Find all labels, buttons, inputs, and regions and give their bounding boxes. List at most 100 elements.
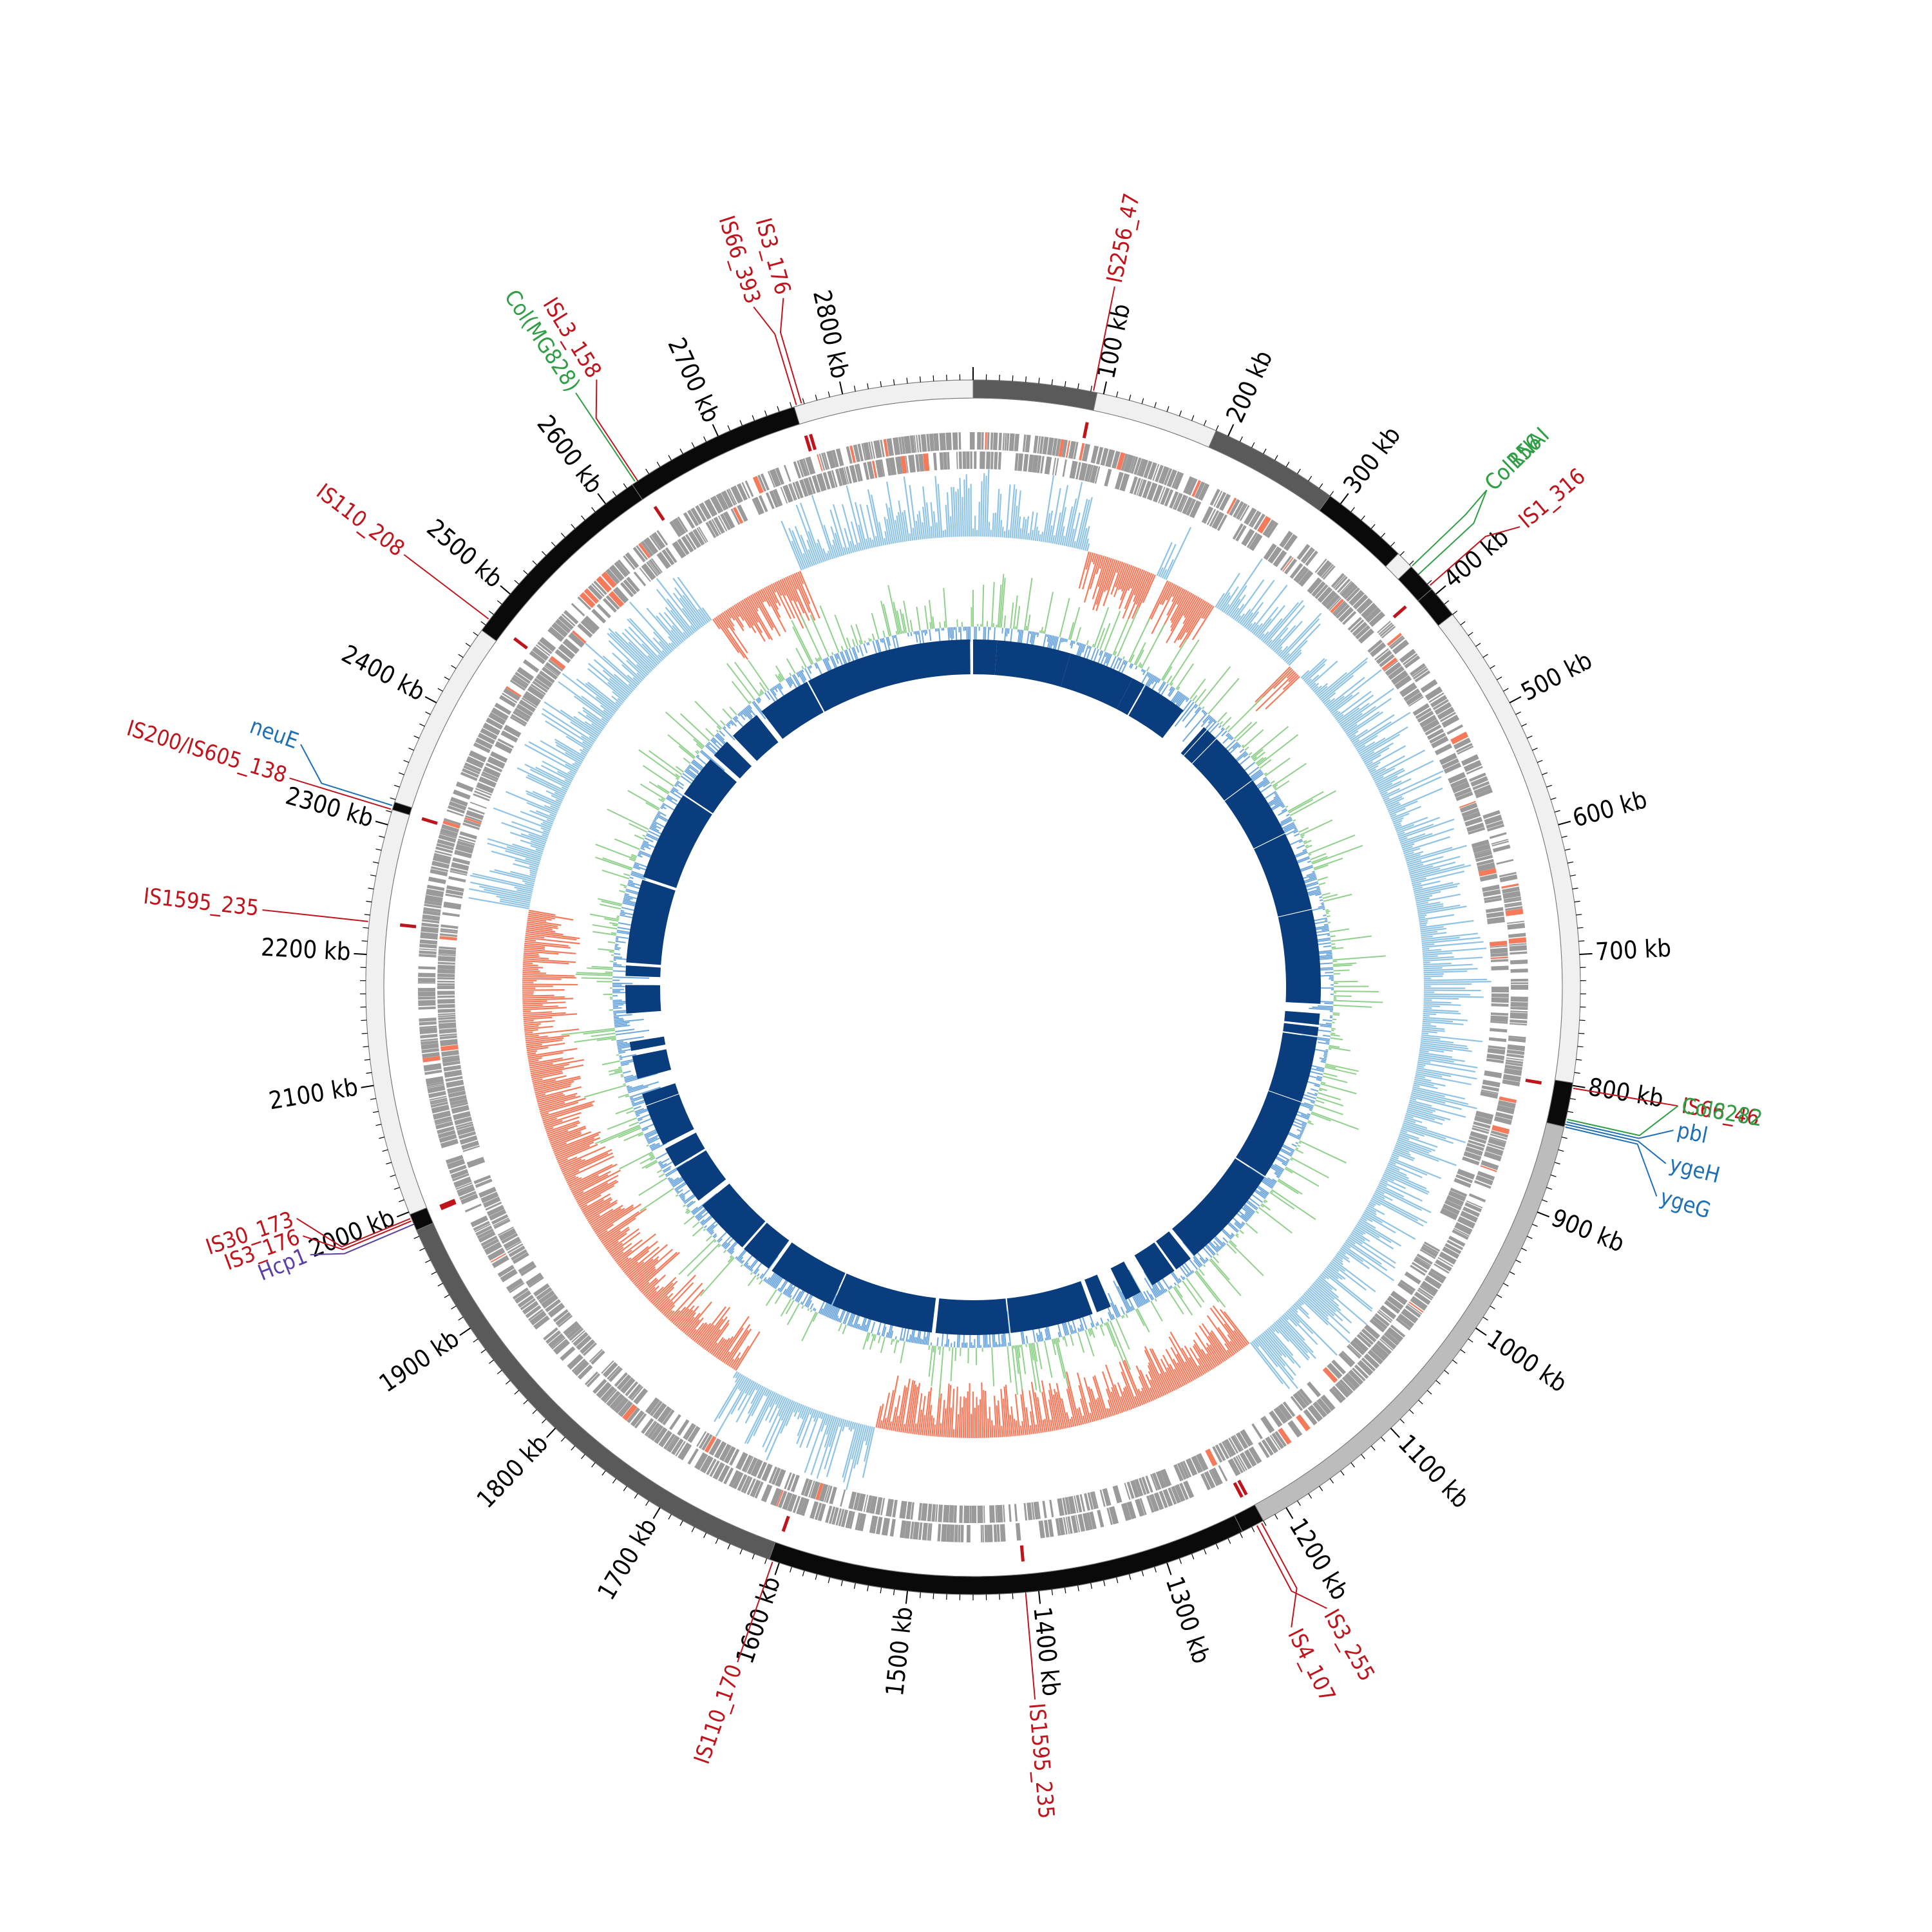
- cds-forward: [422, 1052, 440, 1058]
- cds-forward: [520, 1298, 536, 1311]
- cds-forward: [614, 561, 629, 578]
- gc-skew-bar: [703, 1228, 706, 1231]
- cds-forward: [862, 442, 871, 460]
- gc-skew-bar: [650, 1157, 656, 1161]
- gc-skew-bar: [924, 1336, 927, 1345]
- gc-content-bar: [1076, 1372, 1092, 1423]
- gc-content-bar: [550, 805, 560, 811]
- gc-content-bar: [537, 1092, 578, 1105]
- gc-content-bar: [542, 1104, 594, 1122]
- gc-skew-bar: [1052, 636, 1056, 646]
- cds-forward: [551, 1337, 566, 1350]
- cds-reverse: [1491, 1003, 1509, 1007]
- gc-content-bar: [1236, 615, 1242, 622]
- gc-content-bar: [500, 898, 531, 905]
- cds-reverse: [616, 1374, 632, 1390]
- gc-content-bar: [1017, 516, 1021, 539]
- cds-reverse: [1401, 684, 1417, 697]
- cds-reverse: [1152, 484, 1163, 503]
- gc-content-bar: [1166, 583, 1176, 601]
- gc-content-bar: [1286, 670, 1295, 679]
- gc-content-bar: [714, 1339, 727, 1357]
- gc-skew-bar: [1194, 1271, 1220, 1303]
- gc-skew-bar: [1168, 688, 1176, 697]
- gc-content-bar: [710, 1337, 724, 1355]
- cds-forward: [709, 1460, 720, 1477]
- gc-skew-bar: [592, 931, 617, 936]
- minor-tick: [393, 784, 400, 788]
- cds-reverse: [522, 692, 540, 707]
- is-element-mark: [804, 435, 812, 452]
- gc-content-bar: [544, 1120, 563, 1128]
- gc-skew-bar: [1330, 1034, 1340, 1037]
- gc-skew-bar: [1236, 721, 1258, 742]
- minor-tick: [444, 1294, 450, 1298]
- cds-reverse: [506, 1241, 522, 1251]
- cds-forward: [1340, 582, 1356, 598]
- gc-content-bar: [1264, 1331, 1287, 1358]
- cds-forward: [426, 888, 444, 898]
- gc-content-bar: [1423, 962, 1452, 966]
- gc-skew-bar: [641, 1128, 649, 1132]
- gc-skew-bar: [1316, 1079, 1322, 1082]
- gc-content-bar: [1052, 535, 1056, 544]
- gc-skew-bar: [686, 1210, 691, 1215]
- cds-forward: [632, 547, 646, 563]
- cds-forward: [473, 1220, 490, 1231]
- gc-content-bar: [533, 1075, 581, 1088]
- gc-content-bar: [1397, 1139, 1432, 1153]
- gc-content-bar: [986, 469, 990, 537]
- cds-reverse: [1126, 1481, 1135, 1499]
- gc-skew-bar: [632, 866, 641, 870]
- minor-tick: [451, 665, 457, 669]
- gc-skew-bar: [858, 645, 864, 657]
- gc-skew-bar: [1261, 1203, 1271, 1211]
- cds-forward: [960, 1524, 964, 1542]
- cds-forward: [835, 1508, 842, 1526]
- minor-tick: [408, 747, 414, 751]
- minor-tick: [1515, 711, 1521, 715]
- minor-tick: [840, 1580, 843, 1586]
- cds-forward: [622, 1404, 638, 1421]
- cds-forward: [452, 1173, 469, 1182]
- gc-content-bar: [1101, 1371, 1118, 1415]
- cds-forward: [1349, 590, 1365, 607]
- gc-content-bar: [527, 919, 562, 926]
- gc-content-bar: [1119, 1361, 1138, 1408]
- cds-forward: [453, 789, 471, 800]
- gc-content-bar: [797, 1404, 802, 1413]
- minor-tick: [1468, 1338, 1473, 1343]
- gc-content-bar: [843, 1423, 860, 1482]
- cds-forward: [457, 1186, 475, 1197]
- minor-tick: [1576, 1059, 1582, 1061]
- gc-skew-bar: [1272, 1179, 1278, 1182]
- gc-content-bar: [1372, 1196, 1419, 1222]
- gc-content-bar: [1415, 1073, 1472, 1086]
- cds-reverse: [473, 1175, 491, 1184]
- gc-content-bar: [1089, 554, 1101, 589]
- gc-skew-bar: [1090, 1322, 1094, 1328]
- gc-skew-bar: [643, 840, 649, 844]
- minor-tick: [379, 1136, 385, 1139]
- minor-tick: [366, 900, 372, 903]
- gc-content-bar: [1364, 1209, 1416, 1240]
- gc-content-bar: [509, 831, 546, 845]
- inner-block: [626, 880, 676, 965]
- inner-block: [1116, 678, 1145, 715]
- gc-skew-bar: [687, 1200, 696, 1208]
- cds-reverse: [558, 1314, 573, 1328]
- gc-skew-bar: [1294, 827, 1297, 830]
- minor-tick: [372, 1111, 379, 1113]
- gc-content-bar: [1106, 560, 1118, 591]
- cds-forward: [1506, 1049, 1525, 1056]
- cds-forward: [419, 950, 437, 954]
- cds-reverse: [1442, 1204, 1461, 1215]
- gc-content-bar: [1333, 711, 1341, 717]
- cds-forward: [1441, 714, 1460, 728]
- gc-skew-bar: [810, 614, 829, 658]
- cds-reverse: [1434, 743, 1453, 755]
- cds-reverse: [1374, 1313, 1390, 1327]
- minor-tick: [366, 1072, 372, 1074]
- gc-content-bar: [540, 740, 582, 765]
- gc-content-bar: [1420, 931, 1438, 934]
